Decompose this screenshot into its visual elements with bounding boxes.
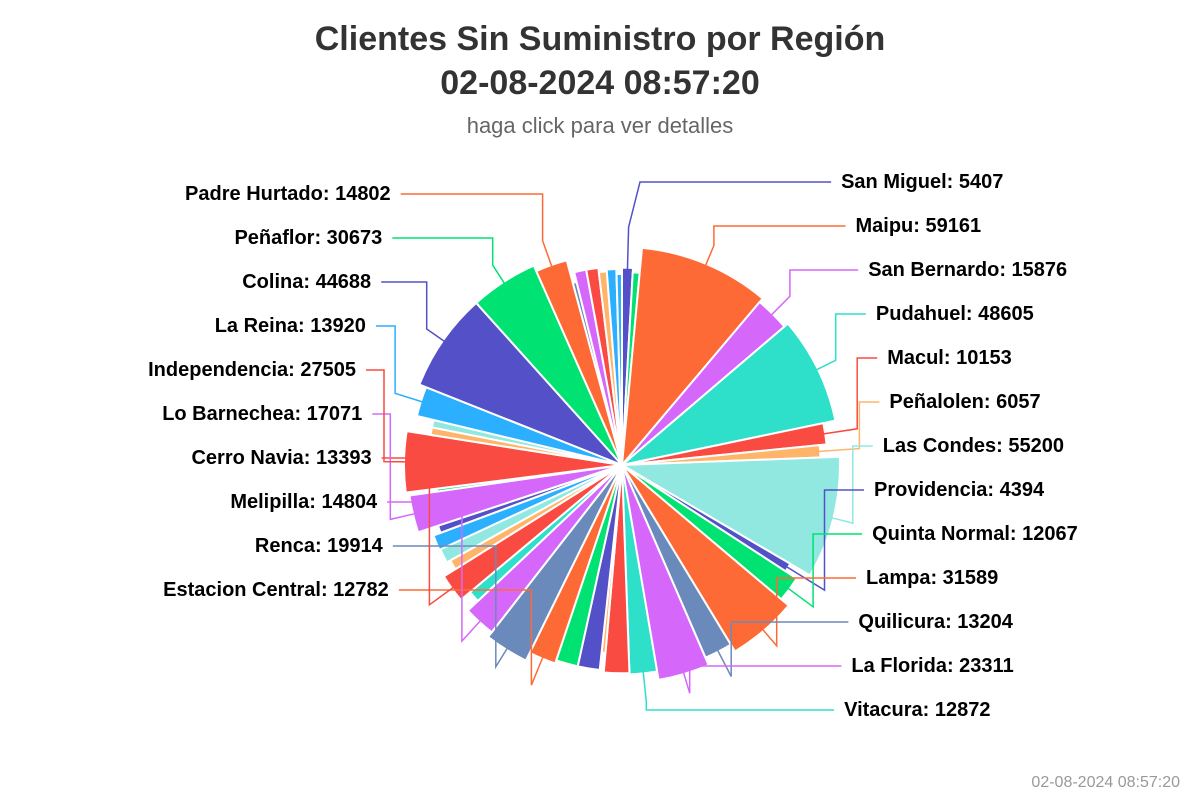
data-label-cerro-navia: Cerro Navia: 13393 [191,447,371,469]
connector-penalolen [816,401,880,453]
data-label-san-miguel: San Miguel: 5407 [841,171,1003,193]
chart-title: Clientes Sin Suministro por Región [315,20,886,58]
chart-credit: 02-08-2024 08:57:20 [1031,774,1180,791]
connector-lo-barnechea [372,413,418,521]
pie-slice-14[interactable] [602,464,631,675]
chart-subtitle: haga click para ver detalles [467,113,734,138]
connector-colina [381,281,447,344]
connector-cerro-navia [381,457,456,607]
connector-lampa [760,577,856,648]
pie-slice-40[interactable] [605,268,623,466]
connector-la-florida [682,665,842,694]
connector-macul [821,357,878,436]
data-label-penaflor: Peñaflor: 30673 [234,227,382,249]
data-label-quilicura: Quilicura: 13204 [858,611,1013,633]
data-label-quinta-normal: Quinta Normal: 12067 [872,523,1078,545]
data-label-macul: Macul: 10153 [887,347,1012,369]
chart-title-timestamp: 02-08-2024 08:57:20 [440,64,759,102]
connector-san-miguel [626,181,832,272]
connector-la-reina [375,325,425,404]
connector-quilicura [715,621,849,677]
connector-san-bernardo [769,269,859,318]
data-label-padre-hurtado: Padre Hurtado: 14802 [185,183,391,205]
connector-renca [392,545,510,670]
data-label-lampa: Lampa: 31589 [866,567,998,589]
data-label-providencia: Providencia: 4394 [874,479,1045,501]
data-label-san-bernardo: San Bernardo: 15876 [868,259,1067,281]
pie-slice-25[interactable] [432,464,623,551]
data-label-renca: Renca: 19914 [255,535,384,557]
connector-padre-hurtado [400,193,554,270]
connector-penaflor [392,237,507,286]
connector-vitacura [642,669,835,711]
pie-slice-38[interactable] [585,266,623,466]
label-connectors [366,181,880,711]
data-label-independencia: Independencia: 27505 [148,359,356,381]
connector-independencia [366,369,409,463]
connector-melipilla [387,501,483,644]
data-label-estacion-central: Estacion Central: 12782 [163,579,389,601]
data-label-penalolen: Peñalolen: 6057 [889,391,1040,413]
data-label-lo-barnechea: Lo Barnechea: 17071 [162,403,362,425]
data-label-las-condes: Las Condes: 55200 [883,435,1064,457]
data-labels: San Miguel: 5407 Maipu: 59161 San Bernardo… [148,171,1078,721]
data-label-la-reina: La Reina: 13920 [215,315,366,337]
data-label-melipilla: Melipilla: 14804 [230,491,378,513]
data-label-maipu: Maipu: 59161 [856,215,982,237]
connector-maipu [704,225,846,268]
data-label-pudahuel: Pudahuel: 48605 [876,303,1034,325]
data-label-colina: Colina: 44688 [242,271,371,293]
connector-pudahuel [813,313,866,372]
connector-estacion-central [398,589,545,686]
connector-las-condes [829,445,873,525]
data-label-vitacura: Vitacura: 12872 [844,699,990,721]
connector-quinta-normal [785,533,863,609]
data-label-la-florida: La Florida: 23311 [851,655,1013,677]
pie-slice-41[interactable] [615,272,623,466]
